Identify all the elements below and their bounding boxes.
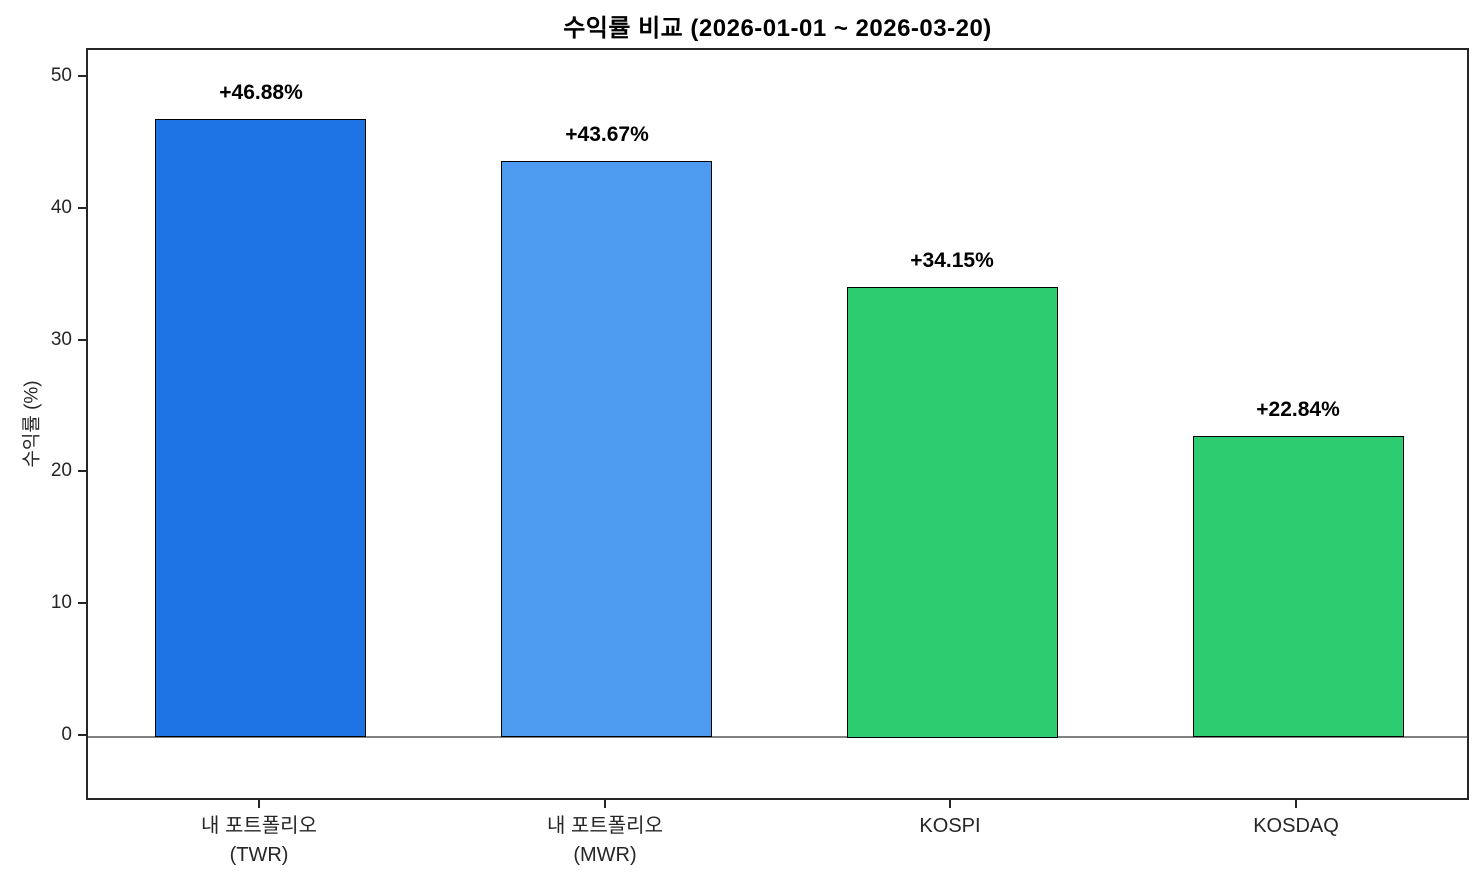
x-tick-label-3: KOSDAQ <box>1253 815 1339 837</box>
y-tick-label-30: 30 <box>50 329 72 350</box>
bar-value-label-3: +22.84% <box>1256 398 1340 421</box>
y-tick-mark-0 <box>78 734 86 736</box>
bar-value-label-2: +34.15% <box>910 249 994 272</box>
y-axis-label: 수익률 (%) <box>21 380 43 468</box>
x-tick-label-2: KOSPI <box>919 815 981 837</box>
bar-3 <box>1193 436 1404 737</box>
plot-area: +46.88% +43.67% +34.15% +22.84% <box>86 48 1469 800</box>
x-tick-mark-2 <box>949 800 951 808</box>
zero-line <box>88 736 1467 739</box>
x-tick-mark-0 <box>258 800 260 808</box>
x-tick-label-0: 내 포트폴리오 (TWR) <box>201 815 317 866</box>
x-tick-mark-3 <box>1295 800 1297 808</box>
y-tick-label-50: 50 <box>50 65 72 86</box>
y-tick-label-0: 0 <box>61 724 72 745</box>
bar-2 <box>847 287 1058 738</box>
y-tick-mark-10 <box>78 602 86 604</box>
bar-1 <box>501 161 712 737</box>
chart-title: 수익률 비교 (2026-01-01 ~ 2026-03-20) <box>563 15 992 42</box>
x-tick-mark-1 <box>604 800 606 808</box>
y-tick-mark-30 <box>78 339 86 341</box>
y-tick-label-10: 10 <box>50 592 72 613</box>
y-tick-mark-50 <box>78 75 86 77</box>
bar-value-label-0: +46.88% <box>219 81 303 104</box>
y-tick-mark-40 <box>78 207 86 209</box>
bar-value-label-1: +43.67% <box>565 123 649 146</box>
bar-0 <box>155 119 366 737</box>
x-tick-label-1: 내 포트폴리오 (MWR) <box>547 815 663 866</box>
y-tick-mark-20 <box>78 470 86 472</box>
y-tick-label-20: 20 <box>50 460 72 481</box>
y-tick-label-40: 40 <box>50 197 72 218</box>
